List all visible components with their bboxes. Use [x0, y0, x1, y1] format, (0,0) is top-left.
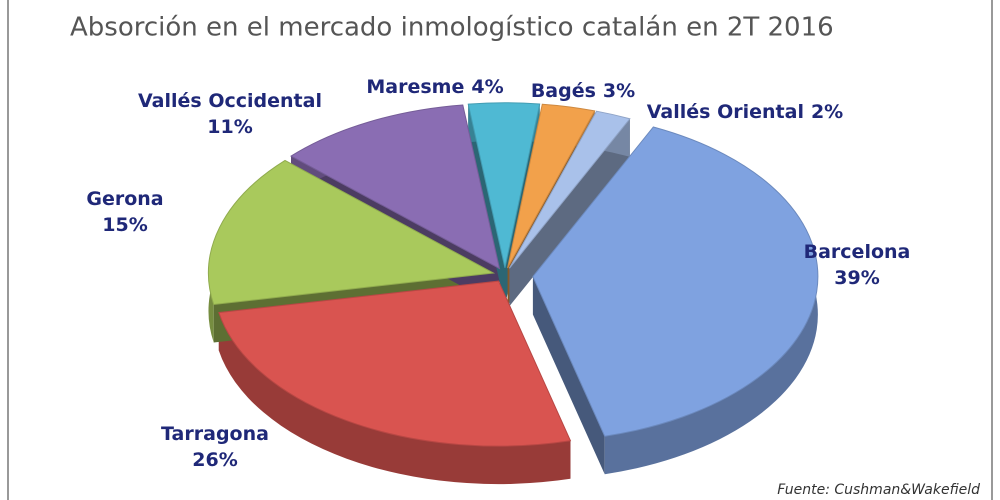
chart-title: Absorción en el mercado inmologístico ca…	[70, 13, 834, 43]
value-label: 11%	[207, 116, 252, 138]
slice-label: Vallés Occidental 11%	[138, 90, 322, 138]
slice-label: Bagés 3%	[531, 80, 635, 102]
slice-inner-wall	[509, 111, 630, 307]
labels: Barcelona 39% Tarragona 26% Gerona 15% Vallés …	[86, 76, 910, 471]
value-label: 4%	[471, 76, 503, 98]
category-label: Maresme	[366, 76, 464, 98]
category-label: Tarragona	[161, 423, 269, 445]
slice	[207, 159, 496, 306]
slice	[290, 104, 501, 270]
value-label: 3%	[603, 80, 635, 102]
slice-label: Barcelona 39%	[804, 241, 911, 289]
slice	[508, 110, 631, 269]
value-label: 26%	[192, 449, 237, 471]
category-label: Vallés Occidental	[138, 90, 322, 112]
category-label: Bagés	[531, 80, 596, 102]
category-label: Barcelona	[804, 241, 911, 263]
value-label: 39%	[834, 267, 879, 289]
slice	[467, 102, 541, 268]
slice	[218, 280, 572, 447]
slice-label: Gerona 15%	[86, 188, 163, 236]
source-note: Fuente: Cushman&Wakefield	[777, 482, 980, 498]
category-label: Vallés Oriental	[647, 101, 804, 123]
category-label: Gerona	[86, 188, 163, 210]
slice-side	[218, 312, 571, 485]
slice	[532, 126, 819, 437]
value-label: 15%	[102, 214, 147, 236]
pie	[207, 102, 819, 485]
slice-label: Tarragona 26%	[161, 423, 269, 471]
value-label: 2%	[811, 101, 843, 123]
slice	[507, 103, 596, 269]
slice-label: Maresme 4%	[366, 76, 503, 98]
slice-label: Vallés Oriental 2%	[647, 101, 843, 123]
